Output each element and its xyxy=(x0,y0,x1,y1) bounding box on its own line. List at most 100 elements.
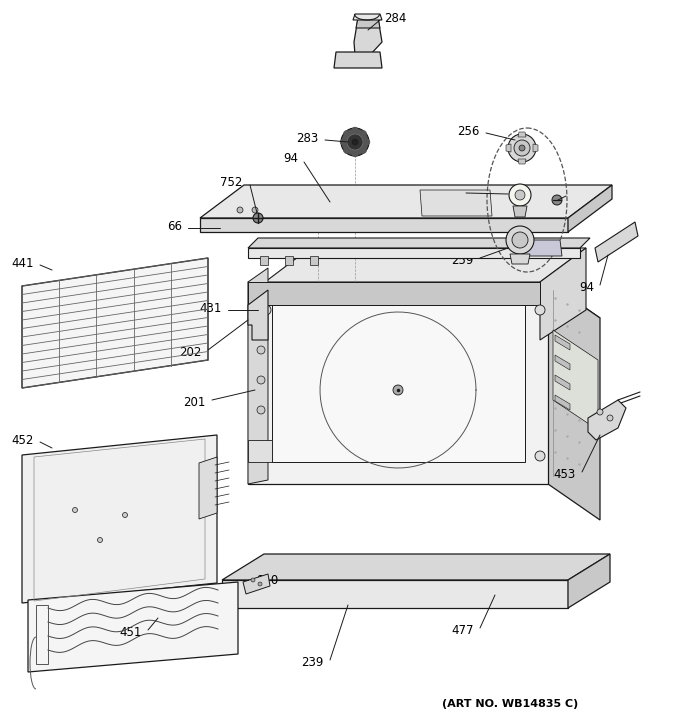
Text: 202: 202 xyxy=(180,346,202,358)
Circle shape xyxy=(352,139,358,145)
Circle shape xyxy=(364,139,370,145)
Polygon shape xyxy=(420,190,492,216)
Circle shape xyxy=(360,147,367,154)
Polygon shape xyxy=(310,256,318,265)
Polygon shape xyxy=(248,282,548,484)
Polygon shape xyxy=(248,238,590,248)
Circle shape xyxy=(257,346,265,354)
Polygon shape xyxy=(553,330,598,430)
Polygon shape xyxy=(353,14,382,20)
Text: 94: 94 xyxy=(283,152,298,165)
Text: 257: 257 xyxy=(438,184,460,197)
Circle shape xyxy=(512,232,528,248)
Polygon shape xyxy=(28,582,238,672)
Text: 752: 752 xyxy=(220,175,242,188)
Circle shape xyxy=(535,305,545,315)
Text: 66: 66 xyxy=(167,220,182,233)
Circle shape xyxy=(360,130,367,136)
Text: 256: 256 xyxy=(458,125,480,138)
Text: 441: 441 xyxy=(12,257,34,270)
Text: 94: 94 xyxy=(579,281,594,294)
Circle shape xyxy=(97,537,103,542)
Circle shape xyxy=(341,128,369,156)
Polygon shape xyxy=(248,268,268,484)
Polygon shape xyxy=(248,440,272,462)
Polygon shape xyxy=(200,218,568,232)
Circle shape xyxy=(253,213,263,223)
Circle shape xyxy=(515,190,525,200)
Circle shape xyxy=(509,184,531,206)
Polygon shape xyxy=(248,290,268,340)
Polygon shape xyxy=(22,435,217,603)
Text: 477: 477 xyxy=(452,624,474,637)
Polygon shape xyxy=(334,52,382,68)
Circle shape xyxy=(514,140,530,156)
Text: (ART NO. WB14835 C): (ART NO. WB14835 C) xyxy=(442,699,578,709)
Circle shape xyxy=(552,195,562,205)
Circle shape xyxy=(252,207,258,213)
Circle shape xyxy=(393,385,403,395)
Polygon shape xyxy=(555,355,570,370)
Polygon shape xyxy=(595,222,638,262)
Circle shape xyxy=(519,145,525,151)
Polygon shape xyxy=(22,258,208,388)
Polygon shape xyxy=(555,335,570,350)
Polygon shape xyxy=(548,282,600,520)
Polygon shape xyxy=(248,282,600,318)
Circle shape xyxy=(343,147,350,154)
Circle shape xyxy=(607,415,613,421)
Polygon shape xyxy=(248,282,540,305)
Circle shape xyxy=(352,127,358,133)
Circle shape xyxy=(347,134,363,150)
Circle shape xyxy=(122,513,128,518)
Polygon shape xyxy=(555,395,570,410)
Text: 259: 259 xyxy=(452,254,474,267)
Circle shape xyxy=(261,305,271,315)
Circle shape xyxy=(257,406,265,414)
Polygon shape xyxy=(356,18,380,28)
Circle shape xyxy=(261,451,271,461)
Polygon shape xyxy=(272,305,525,462)
Circle shape xyxy=(506,226,534,254)
Circle shape xyxy=(535,451,545,461)
Circle shape xyxy=(251,578,255,582)
Circle shape xyxy=(258,582,262,586)
Text: 431: 431 xyxy=(200,302,222,315)
Polygon shape xyxy=(533,144,538,152)
Polygon shape xyxy=(510,254,530,264)
Circle shape xyxy=(343,130,350,136)
Polygon shape xyxy=(520,240,562,256)
Polygon shape xyxy=(265,248,586,282)
Circle shape xyxy=(597,409,603,415)
Polygon shape xyxy=(354,18,382,55)
Polygon shape xyxy=(199,457,217,519)
Polygon shape xyxy=(200,185,612,218)
Text: 451: 451 xyxy=(120,626,142,639)
Text: 810: 810 xyxy=(572,188,594,201)
Circle shape xyxy=(257,318,265,326)
Polygon shape xyxy=(506,144,511,152)
Polygon shape xyxy=(555,375,570,390)
Text: 201: 201 xyxy=(184,396,206,408)
Text: 453: 453 xyxy=(554,468,576,481)
Polygon shape xyxy=(285,256,293,265)
Polygon shape xyxy=(588,400,626,440)
Polygon shape xyxy=(248,248,580,258)
Polygon shape xyxy=(568,185,612,232)
Polygon shape xyxy=(518,159,526,164)
Polygon shape xyxy=(260,256,268,265)
Circle shape xyxy=(352,151,358,157)
Circle shape xyxy=(257,376,265,384)
Text: 239: 239 xyxy=(302,657,324,669)
Text: 283: 283 xyxy=(296,131,318,144)
Circle shape xyxy=(340,139,346,145)
Circle shape xyxy=(237,207,243,213)
Polygon shape xyxy=(518,132,526,137)
Polygon shape xyxy=(243,574,270,594)
Polygon shape xyxy=(540,248,586,340)
Text: 452: 452 xyxy=(12,434,34,447)
Polygon shape xyxy=(222,554,610,580)
Polygon shape xyxy=(513,206,527,217)
Circle shape xyxy=(73,507,78,513)
Polygon shape xyxy=(222,580,568,608)
